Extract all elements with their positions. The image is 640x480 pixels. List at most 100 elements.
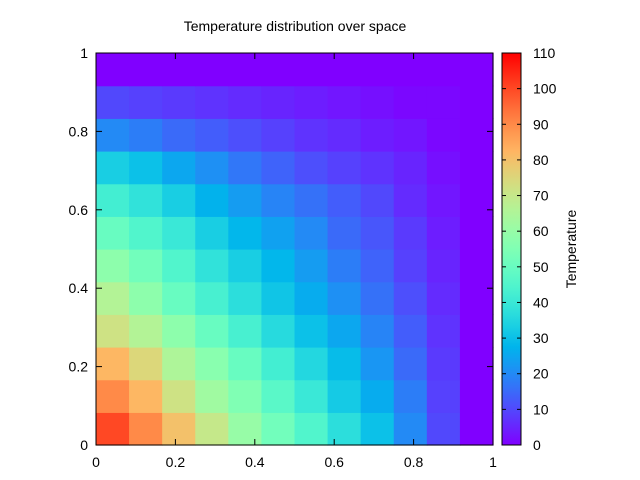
heatmap-cell	[195, 281, 229, 315]
heatmap-cell	[261, 379, 296, 413]
heatmap-cell	[459, 249, 494, 283]
heatmap-cell	[294, 216, 329, 250]
heatmap-cell	[294, 412, 329, 446]
heatmap-cell	[294, 183, 329, 217]
heatmap-cell	[228, 412, 263, 446]
heatmap-cell	[294, 281, 329, 315]
heatmap-cell	[294, 151, 329, 185]
heatmap-cell	[426, 151, 461, 185]
heatmap-cell	[360, 281, 395, 315]
colorbar-tick-label: 50	[533, 259, 549, 275]
heatmap-cell	[360, 249, 395, 283]
y-tick-label: 0	[80, 437, 88, 453]
heatmap-cell	[162, 85, 196, 119]
heatmap-cell	[360, 53, 395, 87]
heatmap-cell	[393, 281, 428, 315]
colorbar-tick-label: 20	[533, 366, 549, 382]
heatmap-cell	[360, 151, 395, 185]
colorbar-tick-label: 100	[533, 81, 557, 97]
heatmap-cell	[360, 183, 395, 217]
heatmap-cell	[360, 216, 395, 250]
heatmap-cell	[195, 183, 229, 217]
heatmap-cell	[195, 118, 229, 152]
heatmap-cell	[96, 183, 130, 217]
heatmap-cell	[393, 183, 428, 217]
heatmap-cell	[261, 249, 296, 283]
heatmap-cell	[162, 53, 196, 87]
y-tick-label: 0.8	[69, 123, 89, 139]
heatmap-cell	[195, 216, 229, 250]
heatmap-cell	[162, 118, 196, 152]
heatmap-cell	[459, 314, 494, 348]
y-tick-label: 0.6	[69, 202, 89, 218]
x-axis-ticks: 0 0.2 0.4 0.6 0.8 1	[92, 53, 497, 470]
heatmap-cell	[162, 347, 196, 381]
heatmap-cell	[459, 151, 494, 185]
heatmap-cell	[327, 183, 362, 217]
heatmap-cell	[228, 151, 263, 185]
heatmap-cell	[426, 118, 461, 152]
heatmap-cell	[459, 379, 494, 413]
heatmap-cell	[228, 249, 263, 283]
heatmap-cell	[96, 85, 130, 119]
heatmap-cell	[426, 379, 461, 413]
heatmap-cells	[96, 53, 494, 446]
heatmap-cell	[261, 347, 296, 381]
heatmap-cell	[129, 412, 163, 446]
heatmap-cell	[195, 347, 229, 381]
heatmap-cell	[162, 249, 196, 283]
colorbar-tick-label: 10	[533, 401, 549, 417]
heatmap-cell	[96, 216, 130, 250]
heatmap-cell	[459, 85, 494, 119]
heatmap-cell	[228, 347, 263, 381]
x-tick-label: 0.8	[404, 454, 424, 470]
heatmap-cell	[96, 347, 130, 381]
heatmap-cell	[360, 379, 395, 413]
heatmap-cell	[129, 53, 163, 87]
heatmap-cell	[393, 216, 428, 250]
heatmap-cell	[327, 118, 362, 152]
heatmap-cell	[459, 347, 494, 381]
heatmap-cell	[261, 118, 296, 152]
heatmap-cell	[327, 216, 362, 250]
heatmap-cell	[360, 347, 395, 381]
heatmap-cell	[261, 53, 296, 87]
y-tick-label: 1	[80, 45, 88, 61]
heatmap-cell	[459, 118, 494, 152]
heatmap-cell	[261, 183, 296, 217]
y-axis-ticks: 0 0.2 0.4 0.6 0.8 1	[69, 45, 493, 453]
heatmap-cell	[129, 379, 163, 413]
heatmap-cell	[96, 379, 130, 413]
heatmap-cell	[228, 85, 263, 119]
heatmap-cell	[129, 281, 163, 315]
heatmap-cell	[294, 118, 329, 152]
heatmap-cell	[426, 216, 461, 250]
heatmap-cell	[393, 249, 428, 283]
colorbar-tick-label: 110	[533, 45, 556, 61]
heatmap-cell	[228, 118, 263, 152]
heatmap-cell	[162, 216, 196, 250]
heatmap-cell	[261, 151, 296, 185]
heatmap-cell	[129, 183, 163, 217]
plot-frame	[95, 52, 494, 446]
colorbar-tick-label: 0	[533, 437, 541, 453]
heatmap-cell	[129, 216, 163, 250]
heatmap-cell	[393, 412, 428, 446]
heatmap-cell	[261, 412, 296, 446]
heatmap-cell	[162, 314, 196, 348]
heatmap-cell	[261, 85, 296, 119]
heatmap-cell	[426, 249, 461, 283]
heatmap-cell	[261, 216, 296, 250]
heatmap-cell	[129, 85, 163, 119]
heatmap-cell	[96, 118, 130, 152]
heatmap-cell	[393, 85, 428, 119]
heatmap-cell	[327, 53, 362, 87]
heatmap-cell	[162, 183, 196, 217]
heatmap-cell	[360, 412, 395, 446]
heatmap-cell	[459, 412, 494, 446]
colorbar-gradient	[501, 52, 522, 446]
heatmap-cell	[426, 412, 461, 446]
heatmap-cell	[162, 379, 196, 413]
heatmap-cell	[360, 118, 395, 152]
heatmap-cell	[327, 412, 362, 446]
